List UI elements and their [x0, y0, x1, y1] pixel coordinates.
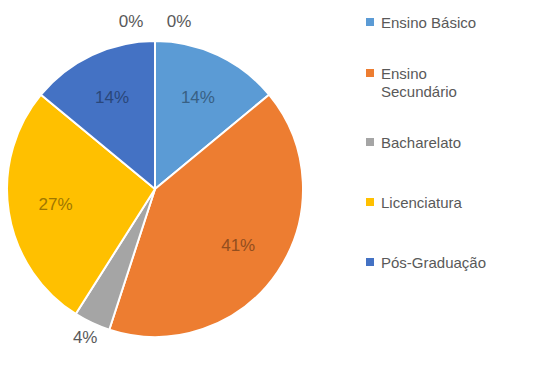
slices	[7, 41, 303, 337]
data-label: 0%	[119, 12, 144, 31]
legend-swatch	[366, 18, 374, 26]
data-label: 4%	[73, 328, 98, 347]
legend-label: Pós-Graduação	[381, 254, 486, 271]
legend-swatch	[366, 138, 374, 146]
legend-label: Ensino Básico	[381, 14, 476, 31]
data-label: 14%	[181, 88, 215, 107]
data-label: 0%	[167, 12, 192, 31]
pie-slice	[154, 41, 156, 189]
data-label: 41%	[221, 236, 255, 255]
chart: 14% 41% 4% 27% 14% 0% 0% Ensino Básico EnsinoSec…	[0, 0, 554, 366]
pie-slice	[154, 41, 156, 189]
legend-swatch	[366, 198, 374, 206]
legend-label: Licenciatura	[381, 194, 463, 211]
legend: Ensino Básico EnsinoSecundário Bacharelato…	[366, 14, 486, 271]
data-label: 27%	[39, 195, 73, 214]
legend-swatch	[366, 69, 374, 77]
pie-slice	[41, 41, 155, 189]
data-labels: 14% 41% 4% 27% 14% 0% 0%	[39, 12, 256, 347]
legend-label: EnsinoSecundário	[381, 65, 457, 100]
legend-swatch	[366, 258, 374, 266]
legend-label: Bacharelato	[381, 134, 461, 151]
data-label: 14%	[95, 88, 129, 107]
